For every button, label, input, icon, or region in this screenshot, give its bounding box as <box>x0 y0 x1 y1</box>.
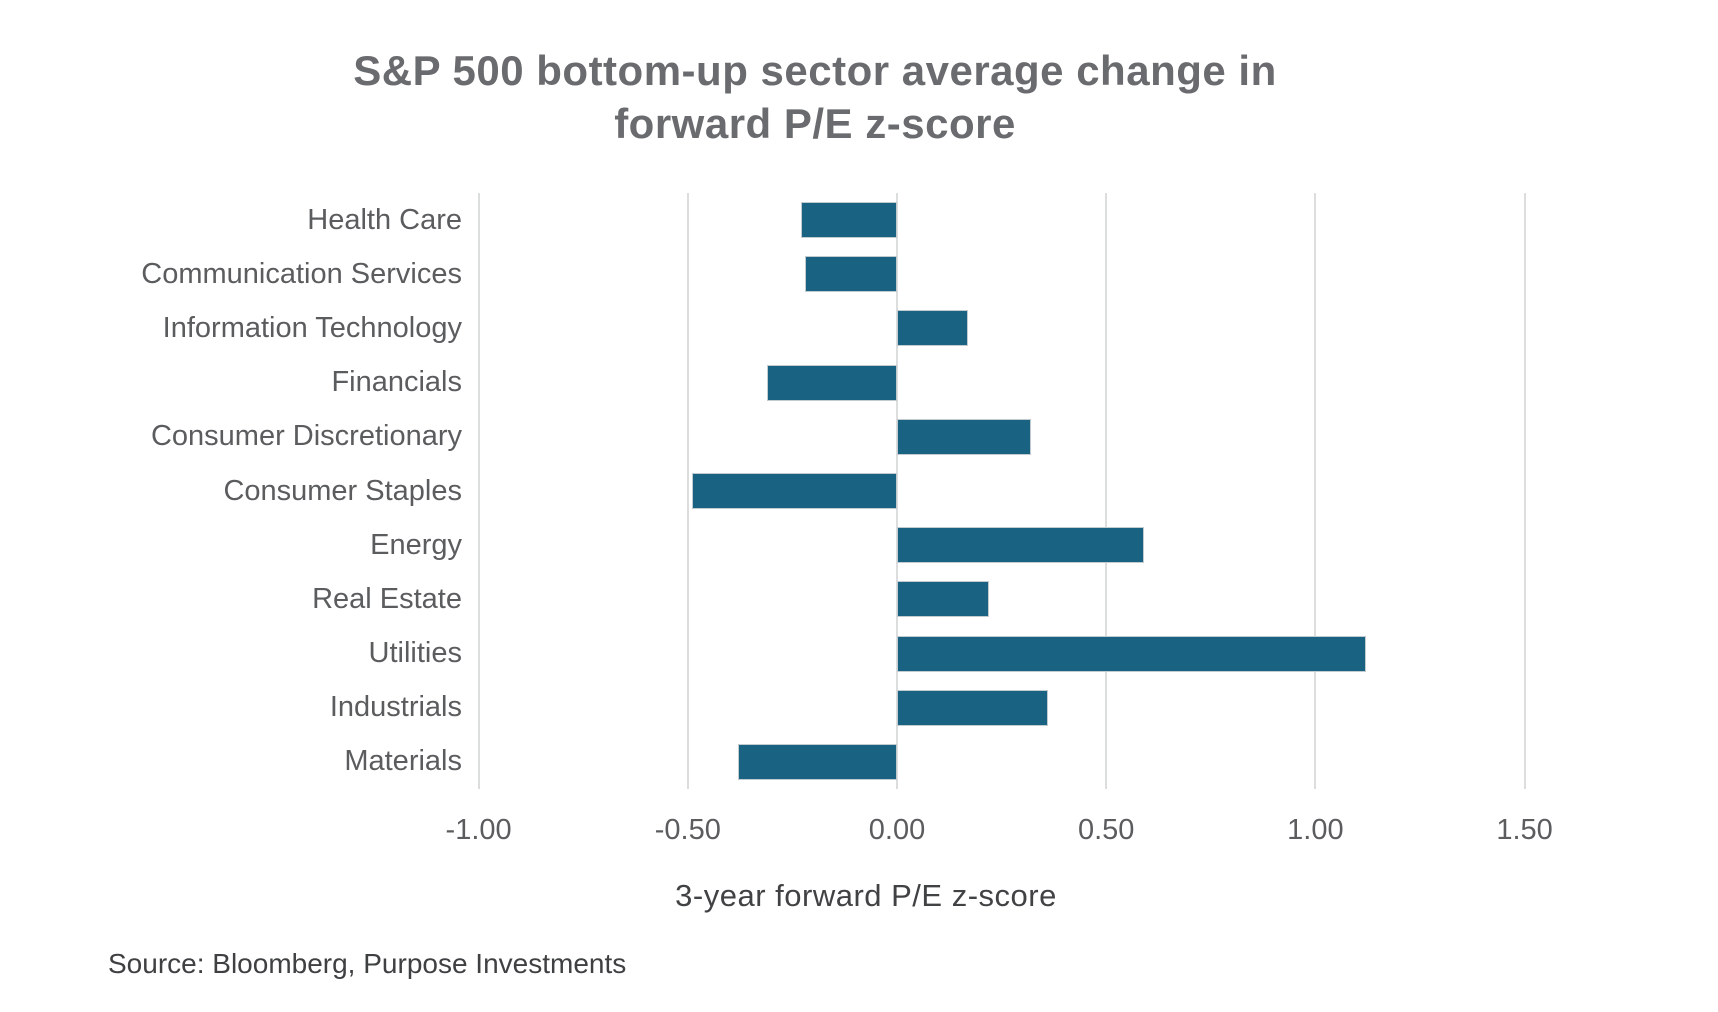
category-label-consumer-staples: Consumer Staples <box>223 474 462 507</box>
bar-utilities <box>897 635 1366 672</box>
category-label-energy: Energy <box>370 528 462 561</box>
bar-consumer-discretionary <box>897 418 1031 455</box>
gridline--0.50 <box>686 193 689 789</box>
x-tick-label: 1.50 <box>1496 814 1553 846</box>
bar-real-estate <box>897 581 990 618</box>
bar-energy <box>897 527 1144 564</box>
chart-title: S&P 500 bottom-up sector average change … <box>0 44 1630 150</box>
x-tick-label: 0.00 <box>868 814 926 846</box>
chart-title-line2: forward P/E z-score <box>614 100 1016 147</box>
category-label-communication-services: Communication Services <box>141 257 462 290</box>
x-tick-label: -0.50 <box>654 814 721 846</box>
chart-title-line1: S&P 500 bottom-up sector average change … <box>353 47 1277 94</box>
x-tick-label: 1.00 <box>1287 814 1344 846</box>
gridline-0.00 <box>896 193 898 789</box>
category-label-industrials: Industrials <box>329 691 462 724</box>
category-label-real-estate: Real Estate <box>312 582 462 615</box>
gridline-0.50 <box>1105 193 1108 789</box>
category-label-utilities: Utilities <box>368 637 462 670</box>
gridline-1.00 <box>1314 193 1317 789</box>
bar-industrials <box>897 689 1048 726</box>
source-note: Source: Bloomberg, Purpose Investments <box>108 948 627 979</box>
category-label-information-technology: Information Technology <box>162 311 462 344</box>
bar-information-technology <box>897 310 969 347</box>
bar-consumer-staples <box>691 473 897 509</box>
gridline-1.50 <box>1523 193 1526 789</box>
gridline--1.00 <box>477 193 480 789</box>
category-label-materials: Materials <box>344 745 462 778</box>
category-label-financials: Financials <box>331 366 462 399</box>
x-axis-label: 3-year forward P/E z-score <box>675 878 1057 913</box>
category-label-consumer-discretionary: Consumer Discretionary <box>150 420 462 453</box>
category-label-health-care: Health Care <box>307 203 462 236</box>
bar-financials <box>767 364 897 401</box>
x-tick-label: 0.50 <box>1077 814 1135 846</box>
x-tick-label: -1.00 <box>445 814 512 846</box>
bar-health-care <box>800 202 897 239</box>
bar-materials <box>738 743 897 780</box>
bar-communication-services <box>804 256 897 293</box>
